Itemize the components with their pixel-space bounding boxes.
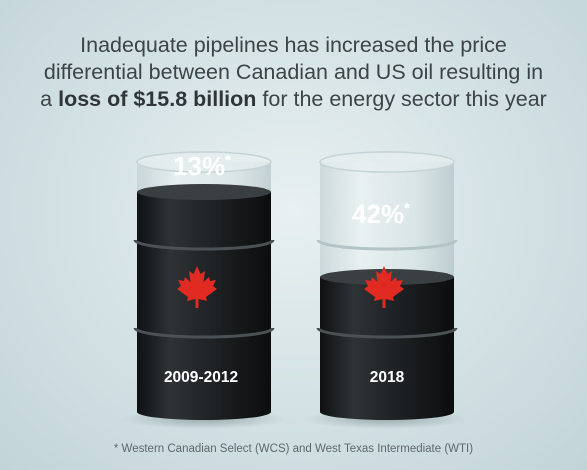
barrel-rim [319,151,455,173]
headline-line-3: a loss of $15.8 billion for the energy s… [40,87,547,111]
percent-label: 42%* [352,199,410,229]
barrel-hoop [316,239,458,251]
headline-line-1: Inadequate pipelines has increased the p… [80,33,507,57]
period-label: 2009-2012 [164,369,238,386]
loss-amount: loss of $15.8 billion [58,87,257,111]
headline: Inadequate pipelines has increased the p… [0,32,587,113]
period-label: 2018 [370,369,405,386]
barrel-hoop [133,239,275,251]
headline-line-2: differential between Canadian and US oil… [43,60,544,84]
barrel-hoop [133,327,275,339]
footnote: * Western Canadian Select (WCS) and West… [113,443,474,455]
barrel-glass [320,162,454,277]
barrel-2018: 42%* 2018 [304,151,468,429]
barrel-hoop [316,327,458,339]
barrel-2009-2012: 13%* 2009-2012 [122,151,286,429]
oil-level [320,277,454,420]
barrel-rim [136,151,272,173]
percent-label: 13%* [173,151,231,181]
